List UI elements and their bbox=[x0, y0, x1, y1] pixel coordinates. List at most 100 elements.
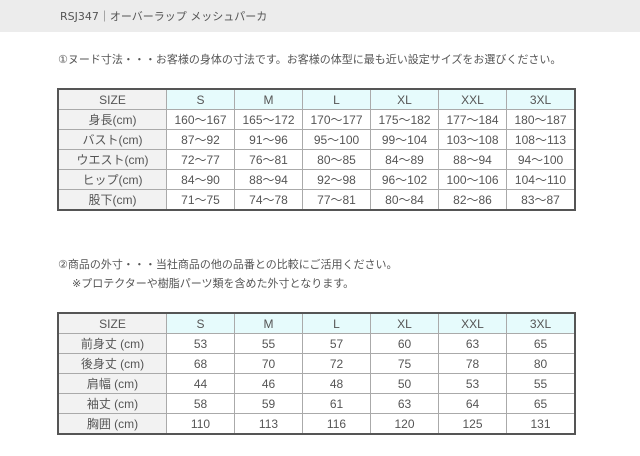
table-cell: 53 bbox=[438, 373, 507, 394]
table-cell: 65 bbox=[506, 333, 576, 354]
table-cell: 50 bbox=[370, 373, 439, 394]
row-label: 前身丈 (cm) bbox=[57, 333, 167, 354]
table-row: 股下(cm) 71～75 74～78 77～81 80～84 82～86 83～87 bbox=[57, 189, 576, 211]
header-cell: L bbox=[302, 88, 371, 110]
nude-size-table: SIZE S M L XL XXL 3XL 身長(cm) 160～167 165～172 170～1… bbox=[57, 88, 576, 211]
header-cell: XXL bbox=[438, 88, 507, 110]
table-row: 後身丈 (cm) 68 70 72 75 78 80 bbox=[57, 353, 576, 374]
header-cell: M bbox=[234, 312, 303, 334]
table-cell: 63 bbox=[370, 393, 439, 414]
garment-size-table: SIZE S M L XL XXL 3XL 前身丈 (cm) 53 55 57 60 63 65 後身丈 (… bbox=[57, 312, 576, 435]
table-cell: 91～96 bbox=[234, 129, 303, 150]
table-cell: 55 bbox=[234, 333, 303, 354]
table-cell: 180～187 bbox=[506, 109, 576, 130]
table-cell: 55 bbox=[506, 373, 576, 394]
table-header-row: SIZE S M L XL XXL 3XL bbox=[57, 312, 576, 334]
table-row: ウエスト(cm) 72～77 76～81 80～85 84～89 88～94 94～100 bbox=[57, 149, 576, 170]
table-cell: 103～108 bbox=[438, 129, 507, 150]
table-cell: 68 bbox=[166, 353, 235, 374]
table-cell: 95～100 bbox=[302, 129, 371, 150]
table-cell: 99～104 bbox=[370, 129, 439, 150]
table-cell: 80 bbox=[506, 353, 576, 374]
table-cell: 65 bbox=[506, 393, 576, 414]
table-cell: 177～184 bbox=[438, 109, 507, 130]
table-cell: 100～106 bbox=[438, 169, 507, 190]
table-row: バスト(cm) 87～92 91～96 95～100 99～104 103～108 108～… bbox=[57, 129, 576, 150]
title-bar: RSJ347｜オーバーラップ メッシュパーカ bbox=[0, 0, 640, 32]
table-cell: 110 bbox=[166, 413, 235, 435]
table-cell: 63 bbox=[438, 333, 507, 354]
table-cell: 58 bbox=[166, 393, 235, 414]
table-cell: 48 bbox=[302, 373, 371, 394]
row-label: 胸囲 (cm) bbox=[57, 413, 167, 435]
table-cell: 170～177 bbox=[302, 109, 371, 130]
header-cell: SIZE bbox=[57, 88, 167, 110]
table-cell: 70 bbox=[234, 353, 303, 374]
table-cell: 125 bbox=[438, 413, 507, 435]
table-cell: 113 bbox=[234, 413, 303, 435]
header-cell: 3XL bbox=[506, 312, 576, 334]
table-cell: 72～77 bbox=[166, 149, 235, 170]
row-label: 股下(cm) bbox=[57, 189, 167, 211]
table-cell: 160～167 bbox=[166, 109, 235, 130]
table-cell: 71～75 bbox=[166, 189, 235, 211]
row-label: ヒップ(cm) bbox=[57, 169, 167, 190]
row-label: 身長(cm) bbox=[57, 109, 167, 130]
table-cell: 116 bbox=[302, 413, 371, 435]
table-cell: 64 bbox=[438, 393, 507, 414]
table-cell: 120 bbox=[370, 413, 439, 435]
table-cell: 104～110 bbox=[506, 169, 576, 190]
garment-size-note: ②商品の外寸・・・当社商品の他の品番との比較にご活用ください。 bbox=[58, 258, 398, 271]
header-cell: 3XL bbox=[506, 88, 576, 110]
table-cell: 44 bbox=[166, 373, 235, 394]
table-cell: 108～113 bbox=[506, 129, 576, 150]
table-cell: 61 bbox=[302, 393, 371, 414]
table-row: 袖丈 (cm) 58 59 61 63 64 65 bbox=[57, 393, 576, 414]
row-label: 後身丈 (cm) bbox=[57, 353, 167, 374]
table-cell: 76～81 bbox=[234, 149, 303, 170]
table-cell: 88～94 bbox=[234, 169, 303, 190]
table-row: 胸囲 (cm) 110 113 116 120 125 131 bbox=[57, 413, 576, 435]
table-cell: 82～86 bbox=[438, 189, 507, 211]
row-label: 肩幅 (cm) bbox=[57, 373, 167, 394]
table-cell: 60 bbox=[370, 333, 439, 354]
table-row: 身長(cm) 160～167 165～172 170～177 175～182 177～18… bbox=[57, 109, 576, 130]
table-cell: 94～100 bbox=[506, 149, 576, 170]
header-cell: L bbox=[302, 312, 371, 334]
row-label: 袖丈 (cm) bbox=[57, 393, 167, 414]
table-cell: 83～87 bbox=[506, 189, 576, 211]
table-cell: 57 bbox=[302, 333, 371, 354]
header-cell: XL bbox=[370, 312, 439, 334]
table-cell: 96～102 bbox=[370, 169, 439, 190]
nude-size-note: ①ヌード寸法・・・お客様の身体の寸法です。お客様の体型に最も近い設定サイズをお選… bbox=[58, 53, 562, 66]
table-cell: 84～89 bbox=[370, 149, 439, 170]
table-cell: 77～81 bbox=[302, 189, 371, 211]
row-label: ウエスト(cm) bbox=[57, 149, 167, 170]
table-cell: 80～85 bbox=[302, 149, 371, 170]
table-header-row: SIZE S M L XL XXL 3XL bbox=[57, 88, 576, 110]
table-cell: 53 bbox=[166, 333, 235, 354]
table-cell: 131 bbox=[506, 413, 576, 435]
table-cell: 46 bbox=[234, 373, 303, 394]
header-cell: S bbox=[166, 312, 235, 334]
table-row: 前身丈 (cm) 53 55 57 60 63 65 bbox=[57, 333, 576, 354]
table-cell: 59 bbox=[234, 393, 303, 414]
table-cell: 72 bbox=[302, 353, 371, 374]
table-cell: 75 bbox=[370, 353, 439, 374]
garment-size-subnote: ※プロテクターや樹脂パーツ類を含めた外寸となります。 bbox=[72, 277, 355, 290]
header-cell: M bbox=[234, 88, 303, 110]
row-label: バスト(cm) bbox=[57, 129, 167, 150]
table-cell: 92～98 bbox=[302, 169, 371, 190]
header-cell: XXL bbox=[438, 312, 507, 334]
table-cell: 165～172 bbox=[234, 109, 303, 130]
header-cell: SIZE bbox=[57, 312, 167, 334]
table-cell: 87～92 bbox=[166, 129, 235, 150]
header-cell: XL bbox=[370, 88, 439, 110]
table-cell: 84～90 bbox=[166, 169, 235, 190]
header-cell: S bbox=[166, 88, 235, 110]
table-cell: 78 bbox=[438, 353, 507, 374]
table-cell: 175～182 bbox=[370, 109, 439, 130]
table-row: ヒップ(cm) 84～90 88～94 92～98 96～102 100～106 104～1… bbox=[57, 169, 576, 190]
table-row: 肩幅 (cm) 44 46 48 50 53 55 bbox=[57, 373, 576, 394]
table-cell: 80～84 bbox=[370, 189, 439, 211]
